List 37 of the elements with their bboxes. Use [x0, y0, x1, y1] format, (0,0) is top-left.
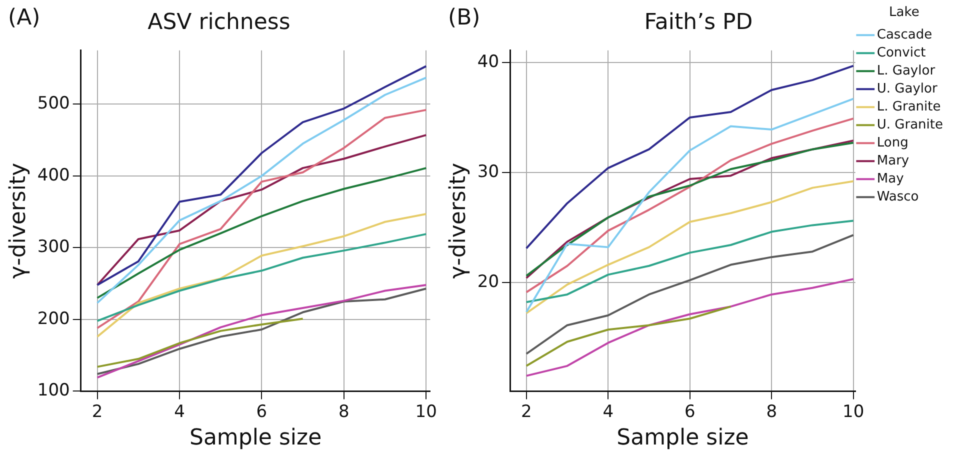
legend-label: U. Gaylor	[876, 81, 938, 96]
y-axis-title: γ-diversity	[446, 162, 471, 279]
chart-title: Faith’s PD	[644, 10, 753, 35]
legend-title: Lake	[889, 4, 920, 20]
x-tick-label: 6	[684, 402, 696, 422]
legend-label: Wasco	[876, 189, 919, 204]
x-tick-label: 10	[842, 402, 864, 422]
x-tick-label: 10	[415, 402, 437, 422]
x-tick-label: 2	[92, 402, 103, 422]
text: (B)	[448, 6, 480, 31]
legend-label: Mary	[876, 153, 910, 168]
legend-label: L. Gaylor	[876, 63, 936, 78]
x-tick-label: 6	[256, 402, 268, 422]
x-axis-title: Sample size	[189, 426, 322, 451]
y-tick-label: 400	[37, 165, 70, 186]
y-tick-label: 500	[37, 94, 70, 114]
legend-label: Convict	[876, 45, 926, 60]
legend-label: Cascade	[876, 27, 932, 42]
x-tick-label: 2	[520, 402, 532, 422]
x-tick-label: 8	[338, 402, 350, 422]
y-tick-label: 20	[477, 272, 500, 292]
x-tick-label: 8	[766, 402, 778, 422]
y-tick-label: 200	[37, 308, 70, 329]
x-tick-label: 4	[174, 402, 185, 422]
y-axis-title: γ-diversity	[6, 162, 31, 279]
legend-label: U. Granite	[876, 117, 944, 132]
y-tick-label: 30	[477, 162, 500, 182]
y-tick-label: 300	[37, 237, 70, 258]
legend-label: Long	[876, 135, 908, 150]
x-tick-label: 4	[602, 402, 614, 422]
x-axis-title: Sample size	[616, 426, 749, 451]
y-tick-label: 100	[37, 380, 70, 401]
chart-title: ASV richness	[148, 10, 290, 35]
legend-label: L. Granite	[876, 99, 941, 114]
y-tick-label: 40	[477, 52, 500, 72]
legend-label: May	[876, 171, 904, 186]
text: (A)	[8, 6, 40, 31]
